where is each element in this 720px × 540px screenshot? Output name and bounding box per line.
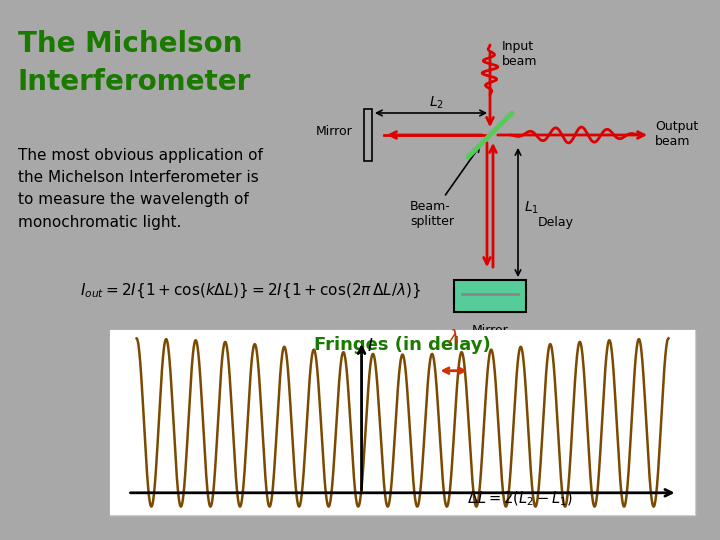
Text: Output
beam: Output beam xyxy=(655,120,698,148)
Text: $I_{out} = 2I\left\{1+\cos(k\Delta L)\right\} = 2I\left\{1+\cos(2\pi\,\Delta L/\: $I_{out} = 2I\left\{1+\cos(k\Delta L)\ri… xyxy=(80,282,421,300)
Text: $\lambda$: $\lambda$ xyxy=(448,329,459,347)
Text: Input
beam: Input beam xyxy=(502,40,538,68)
Bar xyxy=(110,330,695,515)
Text: $I$: $I$ xyxy=(367,338,374,355)
Text: Interferometer: Interferometer xyxy=(18,68,251,96)
Bar xyxy=(364,109,372,161)
Text: $\Delta L = 2(L_2 - L_1)$: $\Delta L = 2(L_2 - L_1)$ xyxy=(467,489,572,508)
Text: The most obvious application of
the Michelson Interferometer is
to measure the w: The most obvious application of the Mich… xyxy=(18,148,263,230)
Text: Beam-
splitter: Beam- splitter xyxy=(410,147,480,228)
Bar xyxy=(454,280,526,312)
Text: $L_2$: $L_2$ xyxy=(428,95,444,111)
Text: Delay: Delay xyxy=(538,216,574,229)
Text: $L_1$: $L_1$ xyxy=(524,199,539,215)
Text: Mirror: Mirror xyxy=(316,125,353,138)
Text: Mirror: Mirror xyxy=(472,324,508,337)
Text: Fringes (in delay): Fringes (in delay) xyxy=(314,335,491,354)
Text: The Michelson: The Michelson xyxy=(18,30,243,58)
